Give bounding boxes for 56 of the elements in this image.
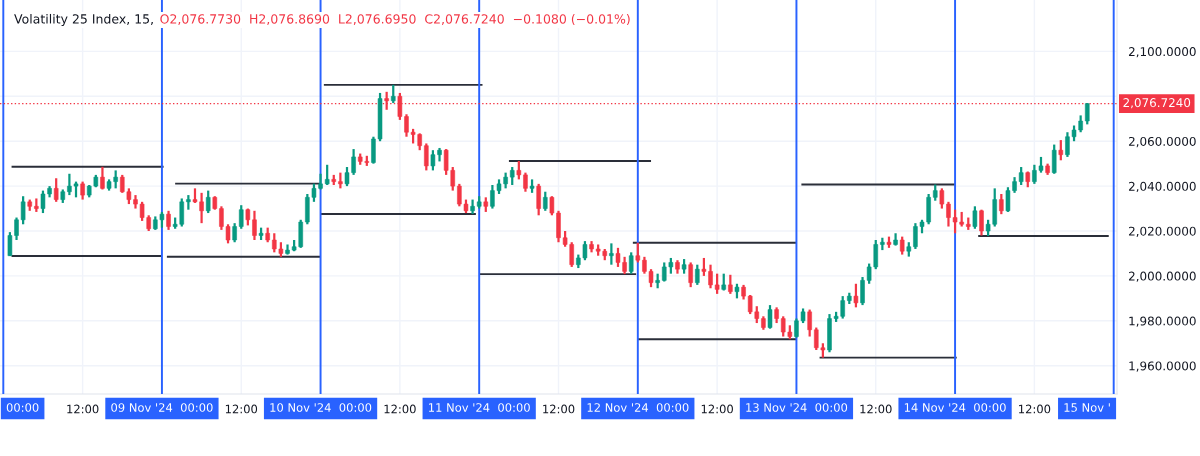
y-tick-label: 2,060.0000 xyxy=(1128,136,1196,148)
candlestick xyxy=(20,195,26,226)
candlestick xyxy=(688,261,693,289)
x-tick-label: 12:00 xyxy=(701,404,733,414)
ref-line-label: 15 Nov ' xyxy=(1064,403,1110,412)
candlestick xyxy=(516,159,522,181)
candlestick xyxy=(853,282,859,309)
candlestick xyxy=(972,205,978,230)
candlestick xyxy=(53,177,59,203)
x-tick-label: 12:00 xyxy=(1019,404,1051,414)
y-tick-label: 2,000.0000 xyxy=(1128,271,1196,282)
y-tick-label: 1,960.0000 xyxy=(1129,361,1196,372)
candlestick xyxy=(166,209,171,231)
candlestick xyxy=(252,209,257,242)
x-tick-label: 12:00 xyxy=(860,404,892,414)
candlestick xyxy=(1051,143,1057,175)
ref-line-label: 13 Nov '24 00:00 xyxy=(746,403,848,412)
candlestick xyxy=(807,308,812,338)
ref-line-label: 10 Nov '24 00:00 xyxy=(270,403,372,412)
ref-line-label: 14 Nov '24 00:00 xyxy=(904,403,1006,412)
candlestick xyxy=(324,163,330,187)
y-tick-label: 1,980.0000 xyxy=(1129,316,1196,327)
candlestick xyxy=(1058,138,1064,162)
text: O2,076.7730 H2,076.8690 L2,076.6950 C2,076.7240 −0.1080 (−0.01%) xyxy=(160,13,630,26)
ref-line-label: 00:00 xyxy=(6,403,39,412)
candlestick xyxy=(999,192,1004,216)
candlestick xyxy=(767,303,773,330)
x-tick-label: 12:00 xyxy=(384,404,416,414)
x-tick-label: 12:00 xyxy=(67,404,99,414)
candlestick xyxy=(939,187,945,210)
ref-line-label: 09 Nov '24 00:00 xyxy=(111,403,213,412)
candlestick xyxy=(979,208,984,237)
candlestick xyxy=(860,275,865,307)
candlestick xyxy=(609,242,614,266)
text: Volatility 25 Index, 15, xyxy=(14,13,153,27)
candlestick xyxy=(424,142,429,172)
candlestick xyxy=(536,182,541,217)
y-tick-label: 2,100.0000 xyxy=(1128,47,1196,58)
candlestick xyxy=(232,222,237,244)
candlestick xyxy=(628,251,634,275)
ref-line-label: 11 Nov '24 00:00 xyxy=(429,403,530,412)
ref-line-label: 12 Nov '24 00:00 xyxy=(587,403,689,412)
candlestick xyxy=(205,189,211,215)
y-tick-label: 2,040.0000 xyxy=(1128,181,1196,193)
candlestick xyxy=(1084,101,1090,126)
y-tick-label: 2,020.0000 xyxy=(1128,226,1196,237)
candlestick xyxy=(391,83,396,105)
candlestick xyxy=(635,241,641,264)
candlestick xyxy=(523,171,528,193)
x-tick-label: 12:00 xyxy=(543,404,575,414)
candlestick xyxy=(543,190,548,212)
candlestick xyxy=(695,263,700,286)
ref-line-label: 2,076.7240 xyxy=(1123,98,1191,109)
x-tick-label: 12:00 xyxy=(225,404,258,414)
candlestick xyxy=(728,273,733,295)
candlestick xyxy=(238,204,244,230)
